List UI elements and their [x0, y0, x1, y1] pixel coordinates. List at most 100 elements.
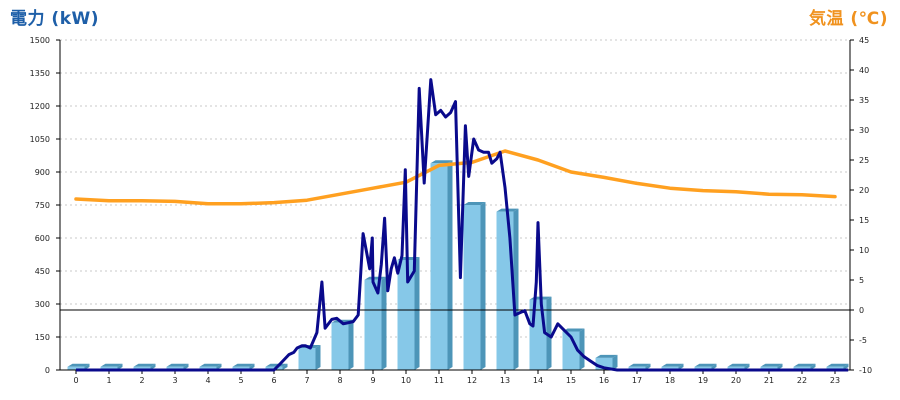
bar-side — [315, 345, 321, 370]
bar-top — [793, 363, 816, 367]
bar-side — [150, 363, 156, 370]
bar — [661, 366, 679, 370]
y-left-tick-label: 1200 — [30, 102, 50, 111]
x-tick-label: 9 — [370, 376, 375, 385]
bar — [430, 163, 448, 370]
bar — [793, 366, 811, 370]
bar-top — [727, 363, 750, 367]
bar — [298, 348, 316, 370]
y-right-tick-label: 5 — [859, 276, 864, 285]
bar-top — [661, 363, 684, 367]
bar-side — [447, 160, 453, 370]
bar-side — [117, 363, 123, 370]
bar-side — [843, 363, 849, 370]
bar-side — [381, 276, 387, 370]
bar — [397, 260, 415, 370]
bar-side — [414, 257, 420, 370]
bar — [496, 211, 514, 370]
x-tick-label: 18 — [665, 376, 675, 385]
bar-side — [546, 296, 552, 370]
y-left-tick-label: 300 — [35, 300, 50, 309]
bar-side — [282, 363, 288, 370]
x-tick-label: 19 — [698, 376, 708, 385]
bar-top — [463, 202, 486, 205]
bar — [199, 366, 217, 370]
bar-side — [612, 354, 618, 370]
y-left-tick-label: 0 — [45, 366, 50, 375]
bar-side — [579, 328, 585, 370]
x-tick-label: 21 — [764, 376, 774, 385]
power-series-line — [76, 78, 849, 372]
y-left-tick-label: 150 — [35, 333, 50, 342]
bar-top — [100, 363, 123, 367]
x-tick-label: 17 — [632, 376, 642, 385]
bar — [628, 366, 646, 370]
bar-side — [183, 363, 189, 370]
bar — [463, 205, 481, 370]
bar — [232, 366, 250, 370]
x-tick-label: 13 — [500, 376, 510, 385]
bar-side — [645, 363, 651, 370]
x-tick-label: 6 — [271, 376, 276, 385]
bar-top — [562, 328, 585, 332]
x-tick-label: 22 — [797, 376, 807, 385]
bar — [826, 366, 844, 370]
bar — [727, 366, 745, 370]
x-tick-label: 15 — [566, 376, 576, 385]
y-left-tick-label: 1350 — [30, 69, 50, 78]
y-left-tick-label: 1500 — [30, 36, 50, 45]
bar — [694, 366, 712, 370]
y-right-tick-label: 40 — [859, 66, 869, 75]
bar-top — [595, 354, 618, 358]
y-left-tick-label: 600 — [35, 234, 50, 243]
bar — [760, 366, 778, 370]
y-left-tick-label: 900 — [35, 168, 50, 177]
bar-top — [67, 363, 90, 367]
x-tick-label: 8 — [337, 376, 342, 385]
bar — [364, 279, 382, 370]
x-tick-label: 5 — [238, 376, 243, 385]
bar — [100, 366, 118, 370]
y-right-tick-label: 10 — [859, 246, 869, 255]
bar-top — [199, 363, 222, 367]
y-left-tick-label: 450 — [35, 267, 50, 276]
bar-side — [84, 363, 90, 370]
bar — [331, 322, 349, 370]
bar-side — [810, 363, 816, 370]
x-tick-label: 2 — [139, 376, 144, 385]
x-tick-label: 7 — [304, 376, 309, 385]
y-left-tick-label: 750 — [35, 201, 50, 210]
bar-top — [133, 363, 156, 367]
bar-side — [777, 363, 783, 370]
x-tick-label: 20 — [731, 376, 741, 385]
bar — [67, 366, 85, 370]
x-tick-label: 3 — [172, 376, 177, 385]
y-right-tick-label: -5 — [859, 336, 867, 345]
x-tick-label: 23 — [830, 376, 840, 385]
bar-side — [678, 363, 684, 370]
bar-top — [760, 363, 783, 367]
y-right-tick-label: 35 — [859, 96, 869, 105]
x-tick-label: 12 — [467, 376, 477, 385]
bar — [562, 331, 580, 370]
bar — [166, 366, 184, 370]
x-tick-label: 0 — [73, 376, 78, 385]
y-right-tick-label: 25 — [859, 156, 869, 165]
x-tick-label: 4 — [205, 376, 210, 385]
x-tick-label: 11 — [434, 376, 444, 385]
bar-side — [348, 319, 354, 370]
bar-top — [232, 363, 255, 367]
bar-side — [480, 202, 486, 370]
x-tick-label: 10 — [401, 376, 411, 385]
y-right-tick-label: 45 — [859, 36, 869, 45]
bar — [133, 366, 151, 370]
x-tick-label: 14 — [533, 376, 543, 385]
y-right-tick-label: 15 — [859, 216, 869, 225]
bar-side — [711, 363, 717, 370]
bar-side — [249, 363, 255, 370]
bar-side — [216, 363, 222, 370]
bar-top — [166, 363, 189, 367]
temperature-series-line — [74, 149, 837, 206]
bar-top — [265, 363, 288, 367]
